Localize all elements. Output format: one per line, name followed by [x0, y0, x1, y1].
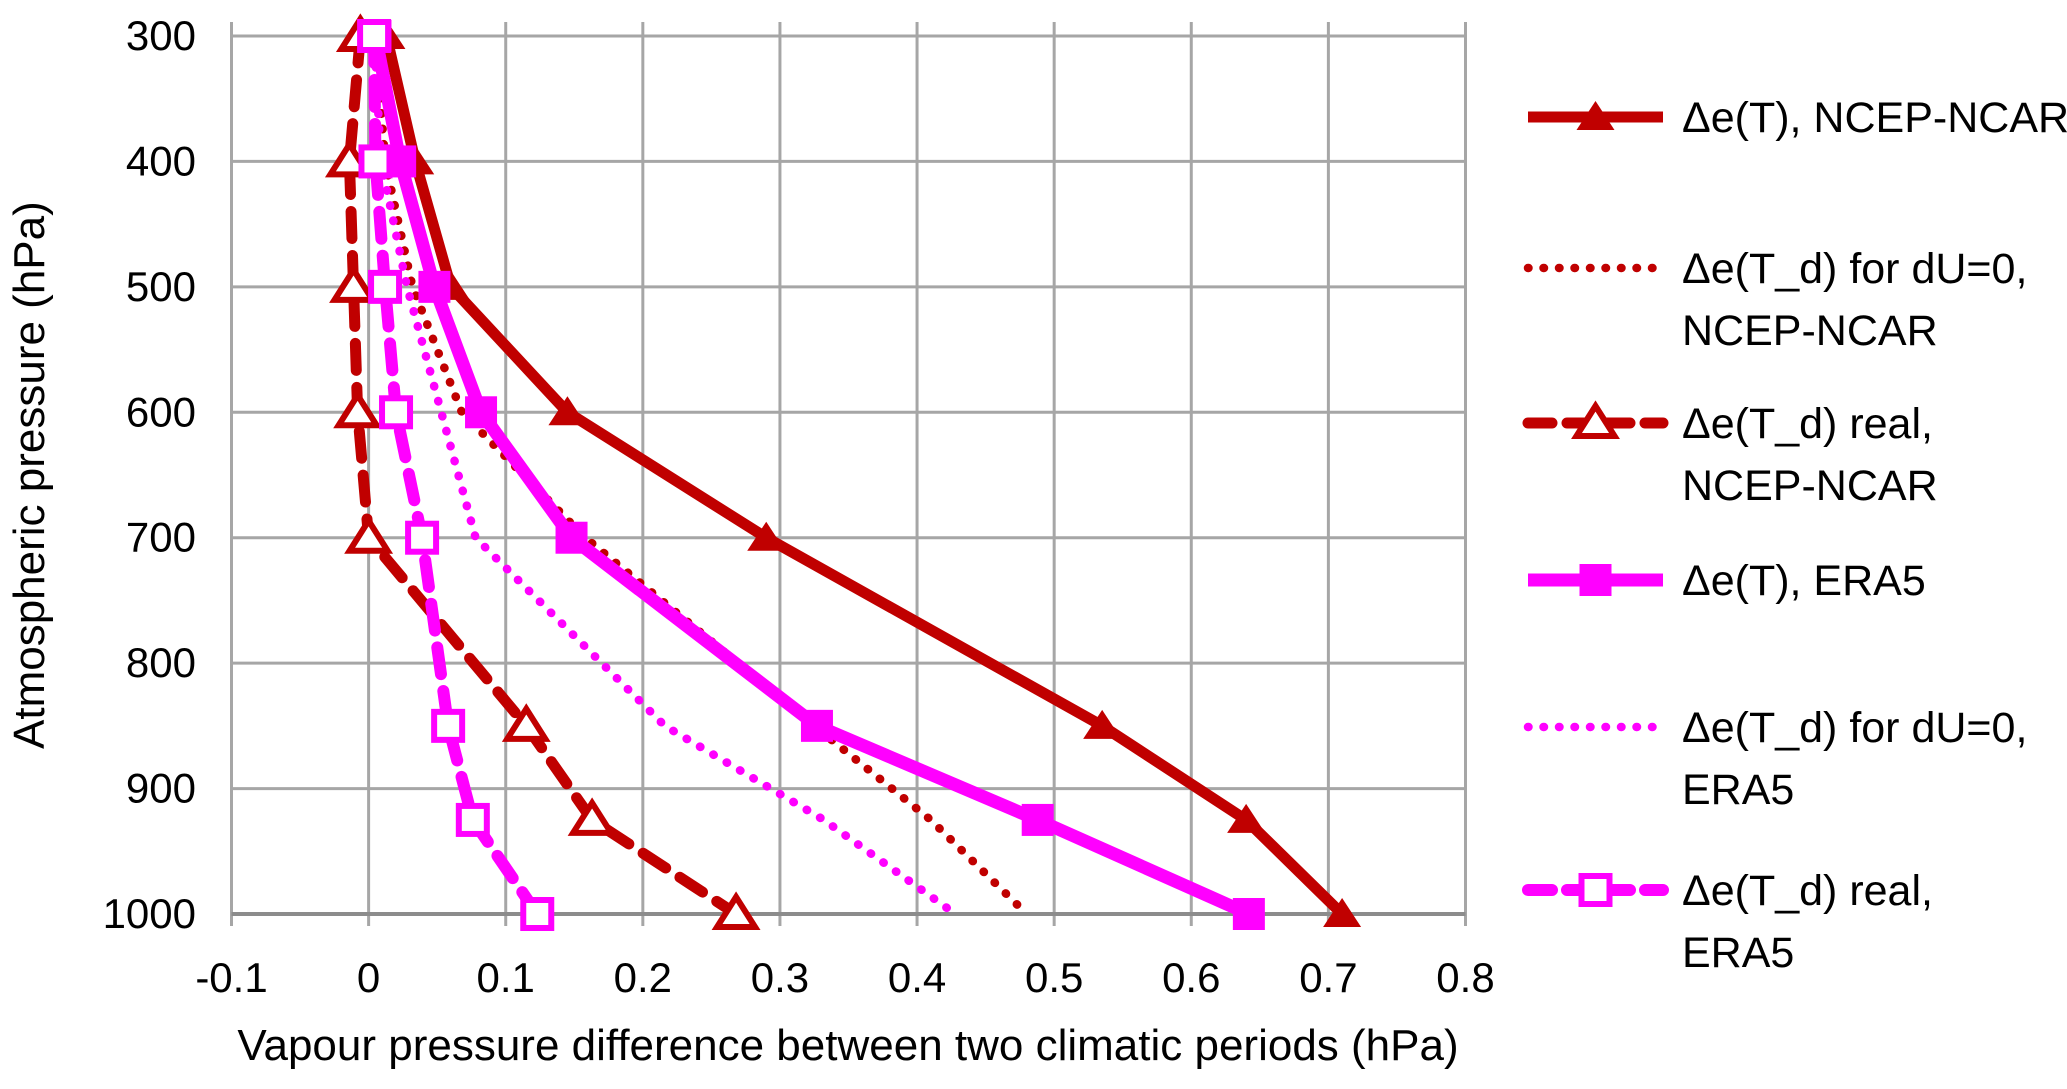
x-tick-label: 0.4: [888, 954, 946, 1001]
data-point-marker-square-open: [357, 19, 392, 53]
y-tick-label: 400: [126, 137, 196, 184]
x-tick-label: 0.8: [1436, 954, 1494, 1001]
data-point-marker-square-open: [368, 269, 403, 304]
x-tick-label: 0.5: [1025, 954, 1083, 1001]
y-axis-title: Atmospheric pressure (hPa): [5, 201, 54, 749]
data-point-marker-square-filled: [1579, 564, 1612, 596]
series-4: [359, 20, 1265, 930]
y-tick-label: 1000: [103, 890, 196, 937]
data-point-marker-square-open: [1578, 873, 1613, 907]
x-tick-label: -0.1: [195, 954, 267, 1001]
data-point-marker-triangle-filled: [1227, 803, 1266, 833]
data-point-marker-triangle-filled: [1576, 101, 1615, 130]
x-tick-label: 0.3: [751, 954, 809, 1001]
data-point-marker-square-open: [405, 520, 440, 555]
legend-label: ERA5: [1682, 929, 1794, 977]
data-point-marker-triangle-open: [344, 515, 394, 554]
x-axis-title: Vapour pressure difference between two c…: [237, 1021, 1459, 1070]
series-line: [371, 31, 1031, 919]
data-point-marker-triangle-open: [501, 703, 551, 742]
data-point-marker-triangle-filled: [747, 521, 786, 551]
x-tick-label: 0.2: [614, 954, 672, 1001]
data-point-marker-square-open: [379, 395, 414, 430]
series-line: [369, 34, 1252, 920]
y-tick-label: 500: [126, 263, 196, 310]
legend-entry: [1528, 564, 1663, 596]
legend-label: Δe(T_d) for dU=0,: [1682, 704, 2027, 752]
series-line: [343, 30, 742, 920]
data-point-marker-triangle-open: [333, 389, 383, 429]
series-line: [381, 34, 1346, 918]
y-tick-label: 600: [126, 388, 196, 435]
data-point-marker-triangle-open: [329, 264, 378, 303]
data-point-marker-square-open: [455, 802, 490, 837]
legend-label: NCEP-NCAR: [1682, 462, 1938, 510]
y-tick-label: 900: [126, 765, 196, 812]
legend-label: Δe(T), NCEP-NCAR: [1682, 94, 2067, 142]
legend-entry: [1522, 400, 1669, 439]
data-point-marker-triangle-filled: [1083, 709, 1122, 739]
data-point-marker-triangle-open: [1571, 400, 1620, 439]
data-point-marker-triangle-open: [711, 891, 761, 930]
data-point-marker-square-open: [431, 708, 466, 743]
data-point-marker-square-filled: [465, 396, 498, 429]
data-point-marker-square-open: [520, 897, 555, 931]
legend-label: NCEP-NCAR: [1682, 307, 1938, 355]
y-tick-label: 300: [126, 12, 196, 59]
data-point-marker-square-open: [358, 144, 393, 179]
x-tick-label: 0.7: [1299, 954, 1357, 1001]
x-tick-label: 0.6: [1162, 954, 1220, 1001]
data-point-marker-square-filled: [555, 521, 588, 554]
data-point-marker-square-filled: [1232, 898, 1265, 930]
y-tick-label: 700: [126, 514, 196, 561]
data-point-marker-triangle-filled: [1323, 898, 1362, 927]
data-point-marker-square-filled: [800, 709, 833, 742]
legend-label: Δe(T_d) real,: [1682, 867, 1933, 915]
series-2: [371, 31, 1031, 919]
data-point-marker-square-filled: [418, 270, 451, 303]
legend-label: Δe(T), ERA5: [1682, 557, 1926, 605]
legend-entry: [1522, 873, 1669, 907]
legend-label: ERA5: [1682, 766, 1794, 814]
x-tick-label: 0.1: [477, 954, 535, 1001]
series-1: [367, 20, 1362, 927]
series-line: [369, 31, 960, 919]
data-point-marker-triangle-filled: [548, 396, 587, 426]
legend-label: Δe(T_d) for dU=0,: [1682, 245, 2027, 293]
y-tick-label: 800: [126, 639, 196, 686]
series-6: [357, 19, 555, 931]
data-point-marker-triangle-open: [567, 797, 617, 836]
series-5: [369, 31, 960, 919]
x-tick-label: 0: [357, 954, 380, 1001]
legend-label: Δe(T_d) real,: [1682, 400, 1933, 448]
data-point-marker-square-filled: [1021, 803, 1054, 836]
legend-entry: [1528, 101, 1663, 130]
